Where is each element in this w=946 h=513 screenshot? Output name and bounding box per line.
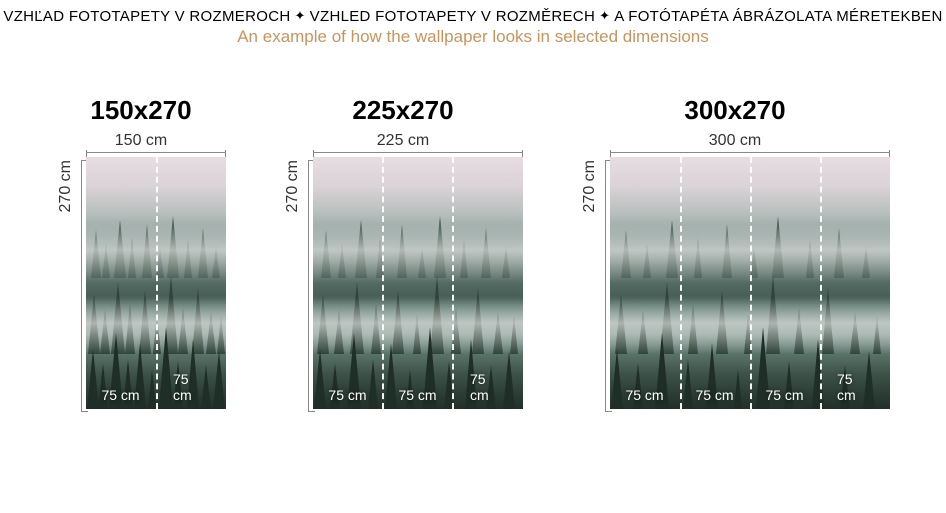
segment-width-label: 75 cm [398, 387, 436, 403]
subtitle: An example of how the wallpaper looks in… [0, 27, 946, 47]
left-height-label: 270 cm [284, 160, 302, 212]
segment-width-label: 75 cm [328, 387, 366, 403]
header-part3: A FOTÓTAPÉTA ÁBRÁZOLATA MÉRETEKBEN [614, 8, 942, 25]
width-bracket [313, 152, 523, 153]
wallpaper-preview: 75 cm 75 cm 75 cm [313, 157, 523, 409]
width-bracket [610, 152, 890, 153]
segment-width-label: 75 cm [173, 371, 208, 403]
top-width-label: 150 cm [115, 132, 167, 150]
segment-width-label: 75 cm [765, 387, 803, 403]
top-width-label: 225 cm [377, 132, 429, 150]
panel-divider [750, 157, 752, 409]
panel-divider [680, 157, 682, 409]
left-height-label: 270 cm [581, 160, 599, 212]
top-width-label: 300 cm [709, 132, 761, 150]
height-bracket [81, 160, 82, 412]
wallpaper-preview: 75 cm 75 cm 75 cm 75 cm [610, 157, 890, 409]
size-panel: 225x270 225 cm 270 cm 75 cm 75 cm 75 cm [284, 95, 523, 412]
panel-divider [156, 157, 158, 409]
header-multilang: VZHĽAD FOTOTAPETY V ROZMEROCH ✦ VZHLED F… [0, 0, 946, 25]
panel-divider [452, 157, 454, 409]
segment-width-label: 75 cm [101, 387, 139, 403]
panel-title: 300x270 [684, 95, 785, 126]
panel-title: 150x270 [90, 95, 191, 126]
header-part1: VZHĽAD FOTOTAPETY V ROZMEROCH [3, 8, 290, 25]
panel-title: 225x270 [352, 95, 453, 126]
wallpaper-preview: 75 cm 75 cm [86, 157, 226, 409]
sparkle-icon: ✦ [294, 8, 305, 24]
panel-divider [820, 157, 822, 409]
height-bracket [308, 160, 309, 412]
header-part2: VZHLED FOTOTAPETY V ROZMĚRECH [310, 8, 595, 25]
sparkle-icon: ✦ [599, 8, 610, 24]
size-panel: 300x270 300 cm 270 cm 75 cm 75 cm 75 cm 75 cm [581, 95, 890, 412]
segment-width-label: 75 cm [695, 387, 733, 403]
width-bracket [86, 152, 226, 153]
height-bracket [605, 160, 606, 412]
left-height-label: 270 cm [57, 160, 75, 212]
panels-row: 150x270 150 cm 270 cm 75 cm 75 cm 225x270 225 … [0, 95, 946, 412]
segment-width-label: 75 cm [470, 371, 505, 403]
panel-divider [382, 157, 384, 409]
size-panel: 150x270 150 cm 270 cm 75 cm 75 cm [57, 95, 226, 412]
segment-width-label: 75 cm [837, 371, 872, 403]
segment-width-label: 75 cm [625, 387, 663, 403]
